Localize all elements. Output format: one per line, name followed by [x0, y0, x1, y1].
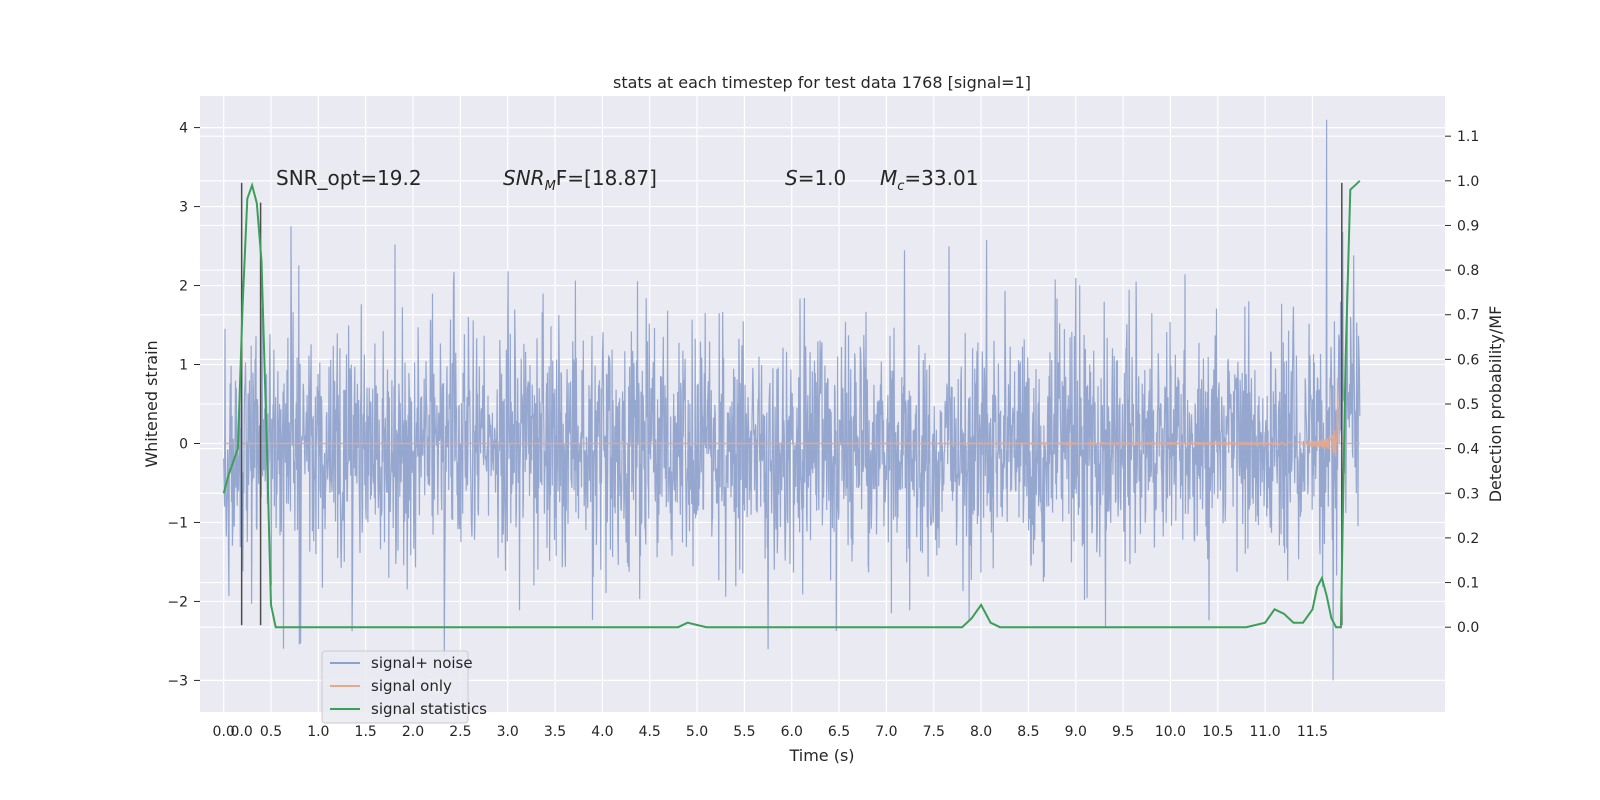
y-right-tick-label: 1.1: [1457, 129, 1479, 145]
y-tick-label: 0: [179, 436, 188, 452]
y-right-tick-label: 0.3: [1457, 486, 1479, 502]
y-right-tick-label: 0.5: [1457, 397, 1479, 413]
x-tick-label: 0.0: [231, 724, 253, 740]
x-tick-label: 5.0: [686, 724, 708, 740]
x-tick-label: 9.5: [1112, 724, 1134, 740]
annotation-s-base: S: [785, 166, 798, 190]
x-tick-label: 2.5: [449, 724, 471, 740]
y-axis-right-title: Detection probability/MF: [1486, 306, 1505, 503]
annotation-snr-mf-sub: M: [545, 179, 556, 194]
x-tick-label: 7.5: [923, 724, 945, 740]
annotation-mc-rest: =33.01: [904, 166, 978, 190]
x-tick-label: 9.0: [1065, 724, 1087, 740]
x-tick-label: 3.5: [544, 724, 566, 740]
x-tick-label: 0.5: [260, 724, 282, 740]
y-right-tick-label: 0.0: [1457, 620, 1479, 636]
statistics-line: [222, 180, 1361, 629]
series-signal-noise: [223, 119, 1361, 681]
x-tick-label: 8.5: [1017, 724, 1039, 740]
legend-ghost-text: ise: [429, 677, 450, 695]
x-tick-label: 10.5: [1202, 724, 1233, 740]
x-tick-label: 4.5: [639, 724, 661, 740]
signal-trace: [223, 377, 1360, 457]
x-axis-ticks: 0.0 0.5 1.0 1.5 2.0 2.5 3.0 3.5 4.0 4.5 5.0 5.5 6.0 6…: [213, 724, 1329, 740]
annotation-s-rest: =1.0: [798, 166, 847, 190]
annotation-snr-opt: SNR_opt=19.2: [276, 166, 422, 190]
x-tick-label: 11.5: [1297, 724, 1328, 740]
annotation-mc-sub: c: [897, 179, 904, 194]
legend-label-signal-noise: signal+ noise: [371, 654, 473, 672]
annotation-mc-base: M: [880, 166, 897, 190]
x-tick-label: 3.0: [497, 724, 519, 740]
y-right-tick-label: 0.7: [1457, 308, 1479, 324]
y-tick-label: 1: [179, 358, 188, 374]
y-right-tick-label: 0.6: [1457, 352, 1479, 368]
y-tick-label: 4: [179, 121, 188, 137]
legend-box: [321, 650, 469, 724]
x-tick-label: 0.0: [213, 724, 235, 740]
x-tick-label: 7.0: [875, 724, 897, 740]
y-axis-right-ticks: 0.0 0.1 0.2 0.3 0.4 0.5 0.6 0.7 0.8 0.9 1.0 1.1: [1445, 129, 1479, 636]
annotation-snr-mf-rest: F=[18.87]: [556, 166, 657, 190]
series-signal-statistics: [222, 180, 1361, 629]
series-signal-only: [223, 377, 1360, 457]
x-tick-label: 4.0: [591, 724, 613, 740]
y-tick-label: 2: [179, 279, 188, 295]
y-tick-label: −2: [167, 594, 188, 610]
x-tick-label: 8.0: [970, 724, 992, 740]
x-tick-label: 6.0: [781, 724, 803, 740]
y-tick-label: −3: [167, 673, 188, 689]
legend-label-signal-statistics: signal statistics: [371, 700, 487, 718]
y-axis-left-title: Whitened strain: [142, 340, 161, 467]
x-tick-label: 11.0: [1250, 724, 1281, 740]
legend-label-signal-only: signal only: [371, 677, 452, 695]
annotation-s: S=1.0: [785, 166, 846, 190]
x-tick-label: 1.5: [355, 724, 377, 740]
noise-trace: [223, 119, 1361, 681]
x-tick-label: 10.0: [1155, 724, 1186, 740]
annotation-snr-mf-base: SNR: [503, 166, 545, 190]
x-tick-label: 2.0: [402, 724, 424, 740]
chart-title: stats at each timestep for test data 176…: [613, 73, 1031, 92]
x-axis-title: Time (s): [788, 746, 854, 765]
y-axis-left-ticks: −3 −2 −1 0 1 2 3 4: [167, 121, 200, 689]
x-tick-label: 6.5: [828, 724, 850, 740]
y-right-tick-label: 0.2: [1457, 531, 1479, 547]
y-tick-label: −1: [167, 515, 188, 531]
annotation-mc: Mc=33.01: [880, 166, 978, 194]
annotation-snr-mf: SNRMF=[18.87]: [503, 166, 657, 194]
y-right-tick-label: 0.9: [1457, 218, 1479, 234]
x-tick-label: 5.5: [733, 724, 755, 740]
legend: ise signal+ noise signal only signal sta…: [321, 650, 487, 724]
y-right-tick-label: 0.1: [1457, 576, 1479, 592]
y-right-tick-label: 1.0: [1457, 174, 1479, 190]
y-right-tick-label: 0.4: [1457, 442, 1479, 458]
y-right-tick-label: 0.8: [1457, 263, 1479, 279]
x-tick-label: 1.0: [307, 724, 329, 740]
y-tick-label: 3: [179, 200, 188, 216]
